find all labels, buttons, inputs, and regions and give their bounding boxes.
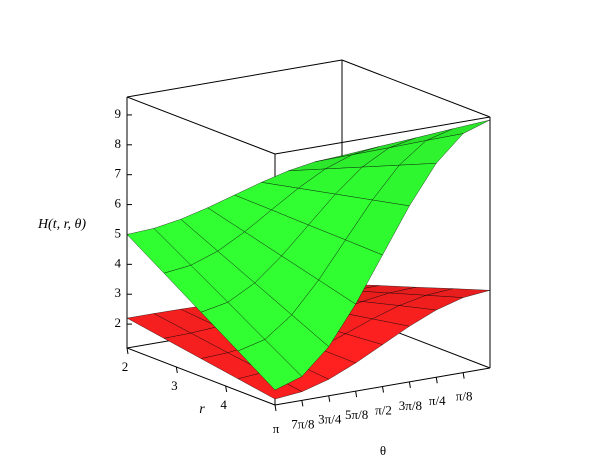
z-axis-label: H(t, r, θ) <box>37 217 86 232</box>
theta-tick <box>301 400 304 407</box>
z-tick-label: 5 <box>115 225 122 240</box>
theta-tick-label: 5π/8 <box>345 407 368 422</box>
box-edge <box>126 96 276 155</box>
z-tick-label: 9 <box>115 106 122 121</box>
z-tick-label: 3 <box>115 285 122 300</box>
theta-tick <box>408 381 411 388</box>
box-edge <box>341 59 491 118</box>
box-edge <box>126 59 343 98</box>
r-axis-label: r <box>199 402 205 417</box>
theta-tick-label: π <box>273 421 280 436</box>
theta-tick <box>274 404 277 412</box>
theta-tick <box>382 386 384 393</box>
theta-axis-label: θ <box>380 443 386 458</box>
theta-tick <box>355 391 358 398</box>
surface-patch <box>237 339 303 391</box>
z-tick-label: 7 <box>115 166 122 181</box>
theta-tick-label: π/2 <box>375 402 392 417</box>
z-tick-label: 2 <box>115 315 122 330</box>
theta-tick-label: 3π/4 <box>318 412 342 427</box>
r-tick <box>126 347 129 355</box>
z-tick-label: 6 <box>115 196 122 211</box>
r-tick <box>225 385 228 393</box>
theta-tick-label: 3π/8 <box>399 398 422 413</box>
theta-tick <box>462 372 465 379</box>
box-edge <box>274 116 491 155</box>
theta-tick-label: 7π/8 <box>291 416 314 431</box>
box-edge <box>126 347 276 406</box>
theta-tick-label: π/8 <box>456 389 473 404</box>
theta-tick <box>435 377 438 384</box>
theta-tick-label: π/4 <box>429 393 446 408</box>
surface-patch <box>237 371 303 400</box>
r-tick-label: 3 <box>171 378 178 393</box>
r-tick-label: 2 <box>122 359 129 374</box>
z-tick-label: 8 <box>115 136 122 151</box>
z-tick-label: 4 <box>115 255 122 270</box>
r-tick-label: 4 <box>220 397 227 412</box>
theta-tick <box>328 395 331 402</box>
r-tick <box>175 366 178 374</box>
